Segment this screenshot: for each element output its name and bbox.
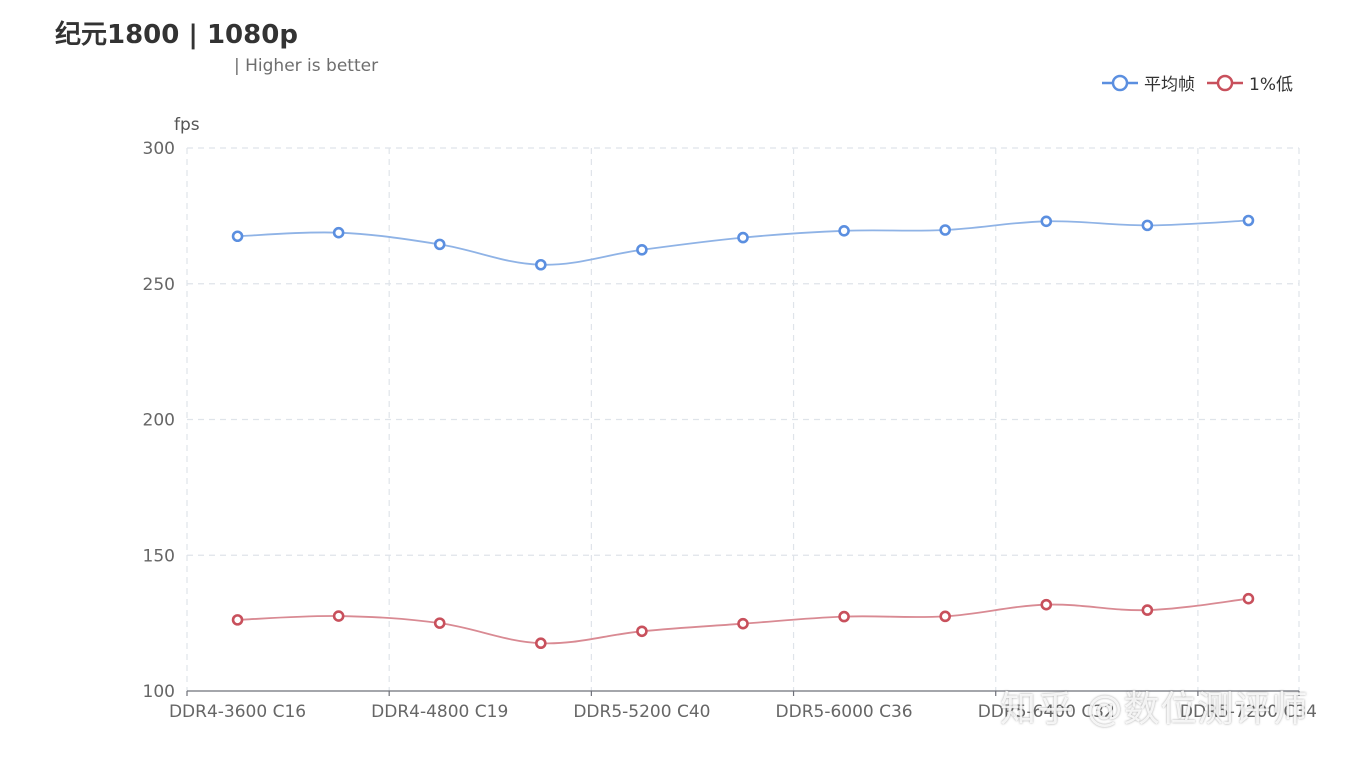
legend: 平均帧 1%低 xyxy=(1090,70,1293,95)
y-tick-label: 100 xyxy=(143,682,175,702)
data-point-avg xyxy=(433,238,446,251)
data-point-low xyxy=(939,610,951,623)
y-axis-label: fps xyxy=(174,115,200,135)
y-tick-label: 300 xyxy=(143,139,175,159)
x-tick-label: DDR5-6400 C32 xyxy=(978,702,1115,722)
data-point-low xyxy=(838,610,850,623)
y-tick-label: 150 xyxy=(143,546,175,566)
data-point-avg xyxy=(636,244,648,256)
legend-low-label: 1%低 xyxy=(1249,75,1293,95)
y-tick-label: 200 xyxy=(143,411,175,431)
legend-item-low[interactable]: 1%低 xyxy=(1205,70,1293,95)
data-point-avg xyxy=(1242,214,1255,227)
data-point-avg xyxy=(838,225,850,237)
data-point-low xyxy=(737,617,749,630)
legend-avg-label: 平均帧 xyxy=(1144,75,1196,95)
data-point-low xyxy=(636,625,648,638)
legend-avg-marker-icon xyxy=(1102,74,1139,91)
data-point-avg xyxy=(737,231,749,244)
x-tick-label: DDR4-4800 C19 xyxy=(371,702,508,722)
x-tick-label: DDR5-5200 C40 xyxy=(573,702,710,722)
data-point-avg xyxy=(231,230,244,243)
data-point-low xyxy=(1242,592,1255,605)
x-tick-label: DDR4-3600 C16 xyxy=(169,702,306,722)
x-tick-label: DDR5-6000 C36 xyxy=(776,702,913,722)
legend-low-marker-icon xyxy=(1207,74,1244,91)
x-tick-label: DDR5-7200 C34 xyxy=(1180,702,1317,722)
data-point-low xyxy=(1040,598,1053,611)
watermark: 知乎 @数位测评师 xyxy=(1000,689,1309,730)
data-point-low xyxy=(433,617,446,629)
data-point-avg xyxy=(1040,215,1053,228)
data-point-low xyxy=(231,614,244,626)
data-point-avg xyxy=(535,258,547,271)
data-point-avg xyxy=(939,224,951,236)
data-point-avg xyxy=(1141,219,1154,232)
data-point-avg xyxy=(332,226,345,239)
data-point-low xyxy=(535,637,547,650)
data-point-low xyxy=(332,610,345,622)
y-tick-label: 250 xyxy=(143,275,175,295)
legend-item-avg[interactable]: 平均帧 xyxy=(1100,70,1195,95)
data-point-low xyxy=(1141,604,1154,616)
chart-subtitle: | Higher is better xyxy=(234,56,379,76)
chart-title: 纪元1800 | 1080p xyxy=(55,20,298,50)
